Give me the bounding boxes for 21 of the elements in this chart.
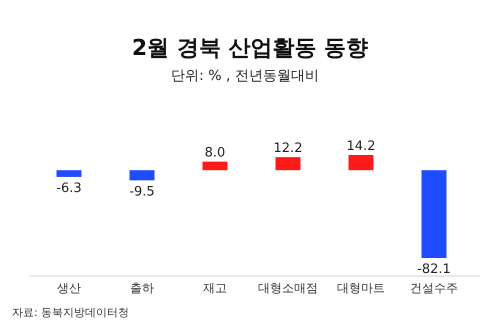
data-label: 14.2 (346, 139, 376, 154)
data-label: -6.3 (56, 180, 82, 196)
chart-title: 2월 경북 산업활동 동향 (132, 36, 368, 61)
bar (56, 170, 82, 177)
data-label: 12.2 (274, 141, 302, 156)
bar (202, 162, 228, 170)
x-tick-label: 대형소매점 (258, 281, 318, 295)
x-tick-label: 대형마트 (337, 281, 385, 295)
x-tick-label: 생산 (57, 281, 81, 295)
bar (130, 170, 154, 180)
text: 자료: 동북지방데이터청 (12, 306, 130, 319)
bar (276, 157, 300, 170)
data-label: 8.0 (204, 146, 226, 161)
data-label: -9.5 (129, 184, 155, 200)
data-label: -82.1 (417, 262, 451, 277)
x-tick-label: 재고 (203, 281, 227, 295)
bar (348, 155, 374, 170)
bar (422, 170, 446, 258)
x-tick-label: 출하 (130, 281, 154, 295)
chart-subtitle: 단위: % , 전년동월대비 (171, 68, 319, 84)
x-tick-label: 건설수주 (410, 281, 458, 295)
